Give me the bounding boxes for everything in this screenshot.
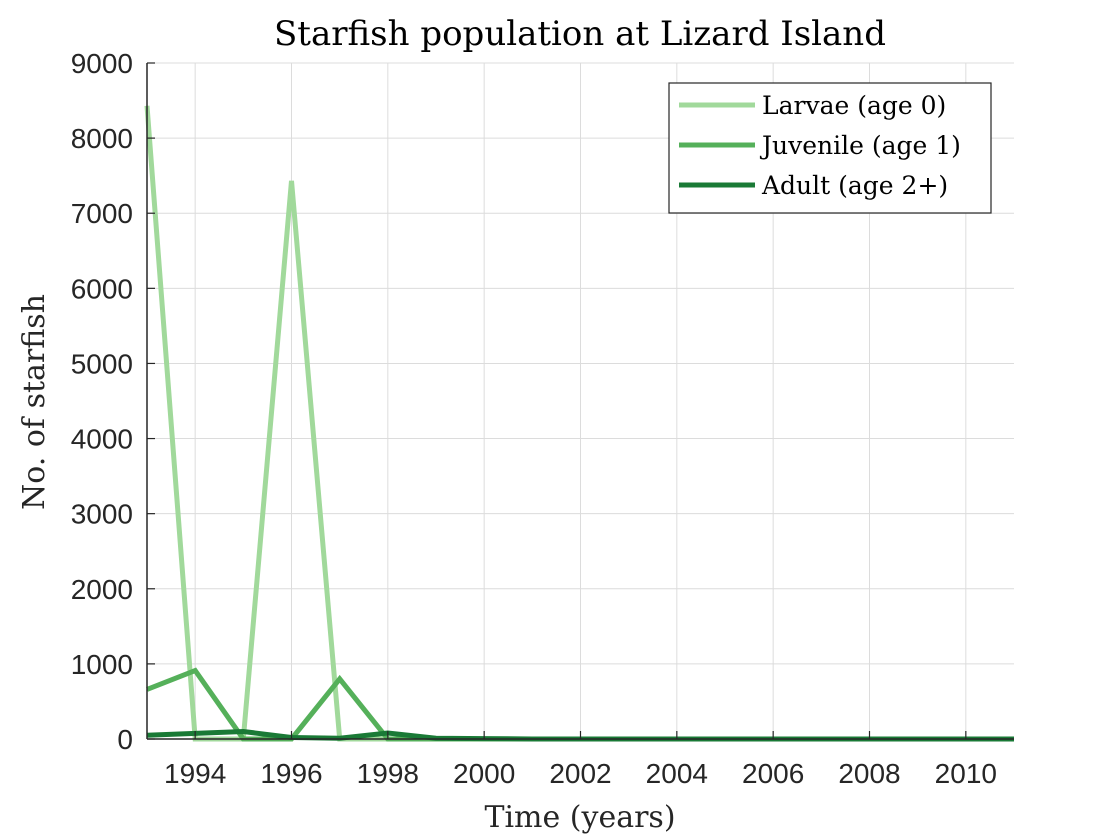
x-tick-label: 2002 bbox=[549, 758, 611, 789]
x-tick-label: 2004 bbox=[646, 758, 708, 789]
axes bbox=[146, 62, 1014, 740]
legend: Larvae (age 0) Juvenile (age 1) Adult (age… bbox=[668, 82, 992, 214]
y-tick-label: 0 bbox=[117, 724, 133, 755]
y-tick-label: 3000 bbox=[71, 499, 133, 530]
x-tick-label: 1994 bbox=[164, 758, 226, 789]
x-tick-label: 2006 bbox=[742, 758, 804, 789]
tick-labels: 1994 1996 1998 2000 2002 2004 2006 2008 2010 0 100… bbox=[71, 48, 997, 789]
x-axis-label: Time (years) bbox=[484, 800, 675, 835]
y-tick-label: 1000 bbox=[71, 649, 133, 680]
x-tick-label: 2010 bbox=[935, 758, 997, 789]
x-tick-label: 2008 bbox=[838, 758, 900, 789]
y-tick-label: 4000 bbox=[71, 424, 133, 455]
y-tick-label: 5000 bbox=[71, 348, 133, 379]
y-tick-label: 6000 bbox=[71, 273, 133, 304]
y-tick-label: 7000 bbox=[71, 198, 133, 229]
legend-label-3: Adult (age 2+) bbox=[761, 171, 948, 200]
legend-label-2: Juvenile (age 1) bbox=[759, 131, 961, 160]
y-axis-label: No. of starfish bbox=[17, 294, 52, 510]
x-tick-label: 2000 bbox=[453, 758, 515, 789]
y-tick-label: 2000 bbox=[71, 574, 133, 605]
x-tick-label: 1998 bbox=[357, 758, 419, 789]
legend-label-1: Larvae (age 0) bbox=[762, 91, 946, 120]
x-tick-label: 1996 bbox=[260, 758, 322, 789]
y-tick-label: 9000 bbox=[71, 48, 133, 79]
y-tick-label: 8000 bbox=[71, 123, 133, 154]
chart-title: Starfish population at Lizard Island bbox=[274, 14, 886, 54]
